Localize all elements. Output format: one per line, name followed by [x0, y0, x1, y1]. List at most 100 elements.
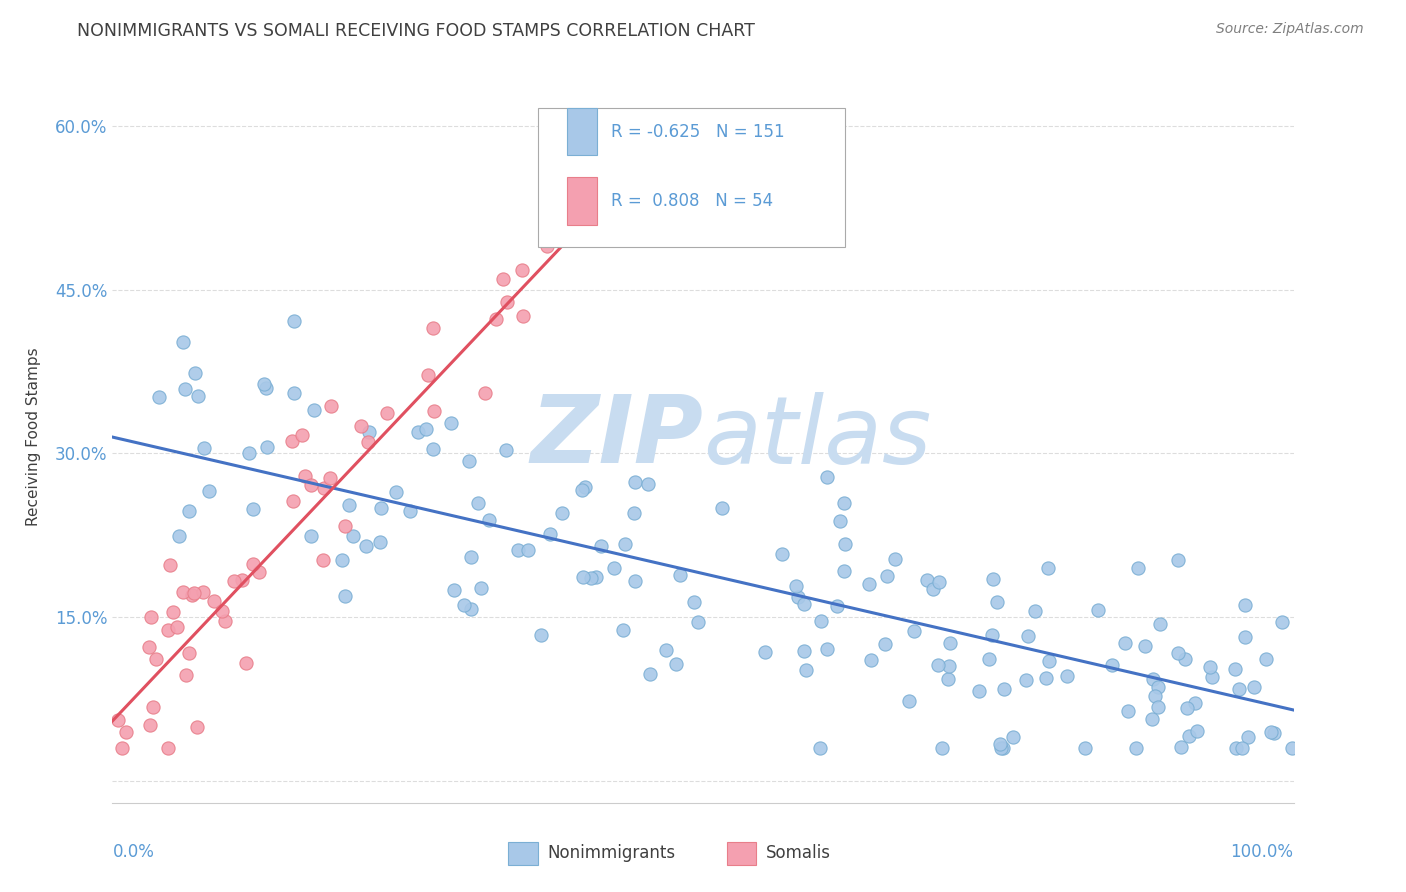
Point: [1024, 604, 1046, 618]
Point: [193, 441, 215, 455]
Point: [637, 477, 659, 491]
Point: [624, 475, 647, 489]
Point: [979, 651, 1001, 665]
Point: [993, 681, 1015, 696]
Point: [330, 552, 353, 566]
Point: [967, 683, 990, 698]
Point: [754, 645, 776, 659]
Text: atlas: atlas: [703, 392, 931, 483]
Point: [1146, 699, 1168, 714]
Point: [453, 599, 475, 613]
Point: [986, 595, 1008, 609]
Point: [612, 623, 634, 637]
Point: [980, 628, 1002, 642]
Point: [1126, 560, 1149, 574]
Point: [1140, 712, 1163, 726]
Point: [988, 737, 1011, 751]
Point: [139, 718, 162, 732]
Point: [1170, 740, 1192, 755]
Point: [142, 699, 165, 714]
Point: [368, 535, 391, 549]
Point: [668, 568, 690, 582]
Point: [1260, 725, 1282, 739]
Point: [299, 528, 322, 542]
Point: [342, 529, 364, 543]
Point: [1184, 696, 1206, 710]
Point: [1175, 701, 1198, 715]
Point: [166, 620, 188, 634]
Point: [1146, 680, 1168, 694]
Point: [538, 527, 561, 541]
Point: [138, 640, 160, 655]
Point: [815, 470, 838, 484]
Point: [184, 366, 207, 380]
Point: [156, 623, 179, 637]
Point: [191, 585, 214, 599]
Point: [1174, 652, 1197, 666]
Point: [460, 550, 482, 565]
Point: [832, 564, 855, 578]
Point: [928, 574, 950, 589]
Point: [633, 146, 655, 161]
Text: Somalis: Somalis: [766, 844, 831, 862]
Point: [512, 309, 534, 323]
Point: [810, 614, 832, 628]
Point: [247, 565, 270, 579]
Point: [551, 506, 574, 520]
Point: [350, 419, 373, 434]
Point: [470, 582, 492, 596]
Point: [283, 314, 305, 328]
Point: [253, 376, 276, 391]
Point: [222, 574, 245, 588]
Point: [624, 574, 647, 588]
Point: [1225, 741, 1247, 756]
Point: [1017, 629, 1039, 643]
Point: [333, 518, 356, 533]
Point: [156, 741, 179, 756]
Point: [183, 586, 205, 600]
Point: [460, 602, 482, 616]
Point: [1234, 599, 1257, 613]
Point: [939, 636, 962, 650]
Point: [1281, 741, 1303, 756]
Point: [415, 422, 437, 436]
Point: [981, 573, 1004, 587]
Point: [385, 485, 408, 500]
Point: [832, 496, 855, 510]
Point: [808, 741, 831, 756]
Point: [492, 271, 515, 285]
Point: [177, 646, 200, 660]
Point: [312, 481, 335, 495]
Point: [1199, 659, 1222, 673]
Point: [115, 724, 138, 739]
FancyBboxPatch shape: [567, 178, 596, 225]
Point: [508, 543, 530, 558]
Point: [1001, 730, 1024, 744]
Point: [235, 656, 257, 670]
Point: [1035, 671, 1057, 685]
Point: [529, 628, 551, 642]
Point: [1114, 636, 1136, 650]
Point: [536, 238, 558, 252]
Point: [1142, 672, 1164, 686]
Point: [1056, 668, 1078, 682]
Point: [280, 434, 302, 449]
Point: [571, 483, 593, 497]
Point: [591, 539, 613, 553]
Point: [1087, 603, 1109, 617]
Point: [711, 501, 734, 516]
Point: [186, 719, 208, 733]
Point: [107, 713, 129, 727]
Y-axis label: Receiving Food Stamps: Receiving Food Stamps: [27, 348, 41, 526]
Point: [176, 667, 198, 681]
Point: [1237, 730, 1260, 744]
Point: [1135, 640, 1157, 654]
Text: 100.0%: 100.0%: [1230, 843, 1294, 861]
Point: [198, 483, 221, 498]
Point: [794, 664, 817, 678]
Point: [139, 610, 162, 624]
Point: [443, 583, 465, 598]
Point: [1223, 662, 1246, 676]
Text: ZIP: ZIP: [530, 391, 703, 483]
Point: [579, 571, 602, 585]
